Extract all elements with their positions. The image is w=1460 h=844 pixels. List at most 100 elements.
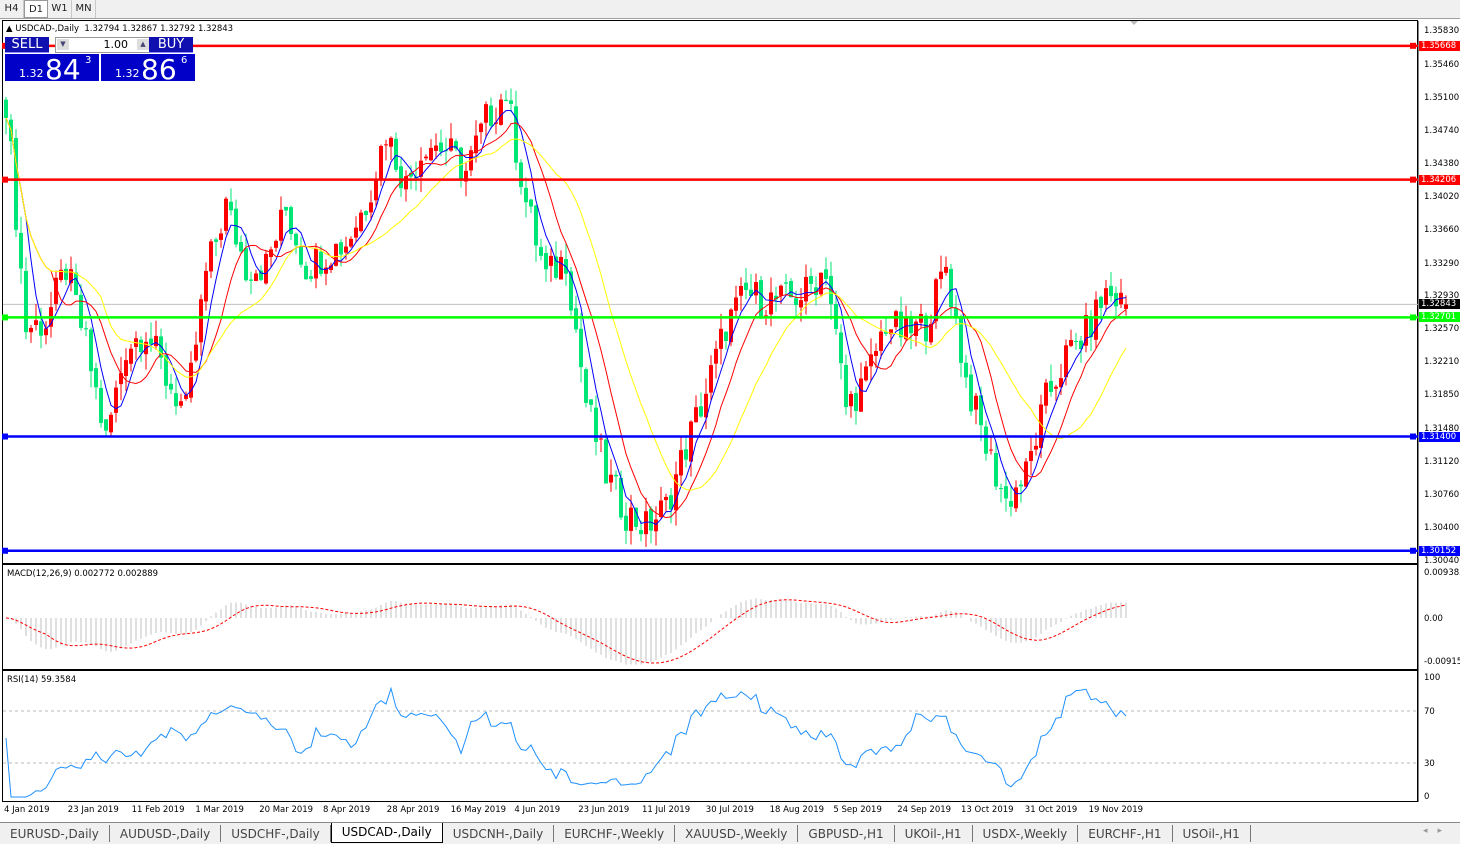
- candle-body: [124, 360, 128, 376]
- candle-body: [549, 255, 553, 266]
- candle-body: [39, 321, 43, 336]
- candle-body: [914, 321, 918, 336]
- candle-body: [489, 105, 493, 126]
- level-price-tag: 1.35668: [1419, 40, 1460, 51]
- candle-body: [404, 176, 408, 190]
- date-axis-label: 4 Jun 2019: [514, 805, 561, 815]
- candle-body: [514, 106, 518, 163]
- candle-body: [614, 474, 618, 477]
- level-price-tag: 1.30152: [1419, 545, 1460, 556]
- candle-body: [234, 208, 238, 245]
- rsi-axis-tick: 0: [1424, 792, 1430, 802]
- timeframe-d1[interactable]: D1: [24, 0, 48, 18]
- candle-body: [969, 374, 973, 412]
- candle-body: [24, 270, 28, 333]
- tab-scroll-arrows[interactable]: ◂▸: [1422, 826, 1452, 836]
- lot-increase-button[interactable]: ▲: [137, 39, 149, 50]
- candle-body: [29, 327, 33, 333]
- candle-body: [569, 271, 573, 311]
- candle-body: [1094, 299, 1098, 340]
- date-axis-label: 23 Jun 2019: [578, 805, 630, 815]
- candle-body: [4, 99, 8, 118]
- candle-body: [659, 500, 663, 517]
- candle-body: [164, 355, 168, 386]
- candle-body: [604, 439, 608, 484]
- tab-eurchf-weekly[interactable]: EURCHF-,Weekly: [554, 825, 676, 842]
- candle-body: [464, 170, 468, 182]
- tab-eurchf-h1[interactable]: EURCHF-,H1: [1078, 825, 1173, 842]
- candle-body: [64, 268, 68, 280]
- candle-body: [849, 394, 853, 407]
- candle-body: [1104, 288, 1108, 305]
- candle-body: [434, 145, 438, 151]
- tab-xauusd-weekly[interactable]: XAUUSD-,Weekly: [675, 825, 799, 842]
- candle-body: [859, 378, 863, 412]
- timeframe-w1[interactable]: W1: [48, 0, 72, 18]
- tab-usoil-h1[interactable]: USOil-,H1: [1173, 825, 1251, 842]
- timeframe-h4[interactable]: H4: [0, 0, 24, 18]
- level-handle: [2, 314, 8, 321]
- candle-body: [34, 320, 38, 326]
- candle-body: [884, 331, 888, 334]
- macd-axis-tick: 0.00: [1424, 614, 1443, 624]
- tab-audusd-daily[interactable]: AUDUSD-,Daily: [110, 825, 222, 842]
- tab-usdchf-daily[interactable]: USDCHF-,Daily: [221, 825, 331, 842]
- candle-body: [594, 407, 598, 442]
- chart-shift-marker: [1130, 21, 1138, 25]
- candle-body: [324, 267, 328, 274]
- tab-gbpusd-h1[interactable]: GBPUSD-,H1: [798, 825, 895, 842]
- candle-body: [864, 366, 868, 381]
- candle-body: [239, 241, 243, 252]
- tab-eurusd-daily[interactable]: EURUSD-,Daily: [0, 825, 110, 842]
- tab-usdcnh-daily[interactable]: USDCNH-,Daily: [443, 825, 555, 842]
- candle-body: [534, 205, 538, 246]
- price-axis-tick: 1.34380: [1424, 158, 1460, 169]
- candle-body: [1034, 445, 1038, 450]
- rsi-axis-tick: 70: [1424, 707, 1435, 717]
- level-price-tag: 1.32701: [1419, 312, 1460, 323]
- candle-body: [889, 329, 893, 335]
- candle-body: [1019, 484, 1023, 487]
- candle-body: [584, 369, 588, 403]
- symbol-title: USDCAD-,Daily: [15, 24, 79, 34]
- candle-body: [84, 328, 88, 330]
- candle-body: [669, 495, 673, 510]
- macd-axis-tick: 0.009383: [1424, 568, 1460, 578]
- tab-usdx-weekly[interactable]: USDX-,Weekly: [973, 825, 1079, 842]
- candle-body: [984, 426, 988, 454]
- candle-body: [579, 328, 583, 368]
- lot-size-input[interactable]: 1.00: [55, 37, 151, 53]
- candle-body: [954, 308, 958, 319]
- candle-body: [19, 232, 23, 269]
- candle-body: [729, 309, 733, 343]
- candle-body: [499, 99, 503, 125]
- buy-button[interactable]: BUY: [149, 37, 193, 53]
- candle-body: [894, 311, 898, 328]
- sell-button[interactable]: SELL: [5, 37, 49, 53]
- level-handle: [1410, 176, 1416, 183]
- price-axis-tick: 1.30760: [1424, 490, 1460, 501]
- candle-body: [179, 401, 183, 406]
- tab-usdcad-daily[interactable]: USDCAD-,Daily: [330, 823, 443, 843]
- lot-decrease-button[interactable]: ▼: [57, 39, 69, 50]
- sell-price-main: 84: [45, 53, 81, 86]
- tab-ukoil-h1[interactable]: UKOil-,H1: [895, 825, 973, 842]
- candle-body: [904, 317, 908, 340]
- candle-body: [719, 328, 723, 349]
- candle-body: [649, 508, 653, 531]
- chart-title: ▲ USDCAD-,Daily 1.32794 1.32867 1.32792 …: [6, 24, 234, 34]
- candle-body: [1089, 318, 1093, 338]
- candle-body: [679, 450, 683, 476]
- timeframe-mn[interactable]: MN: [72, 0, 96, 18]
- candle-body: [54, 277, 58, 304]
- candle-body: [359, 212, 363, 232]
- candle-body: [109, 414, 113, 433]
- candle-body: [1084, 315, 1088, 346]
- sell-price[interactable]: 1.32 84 3: [5, 53, 99, 86]
- buy-price[interactable]: 1.32 86 6: [101, 54, 195, 84]
- candle-body: [279, 209, 283, 241]
- candle-body: [389, 137, 393, 147]
- candle-body: [294, 233, 298, 246]
- candle-body: [799, 300, 803, 308]
